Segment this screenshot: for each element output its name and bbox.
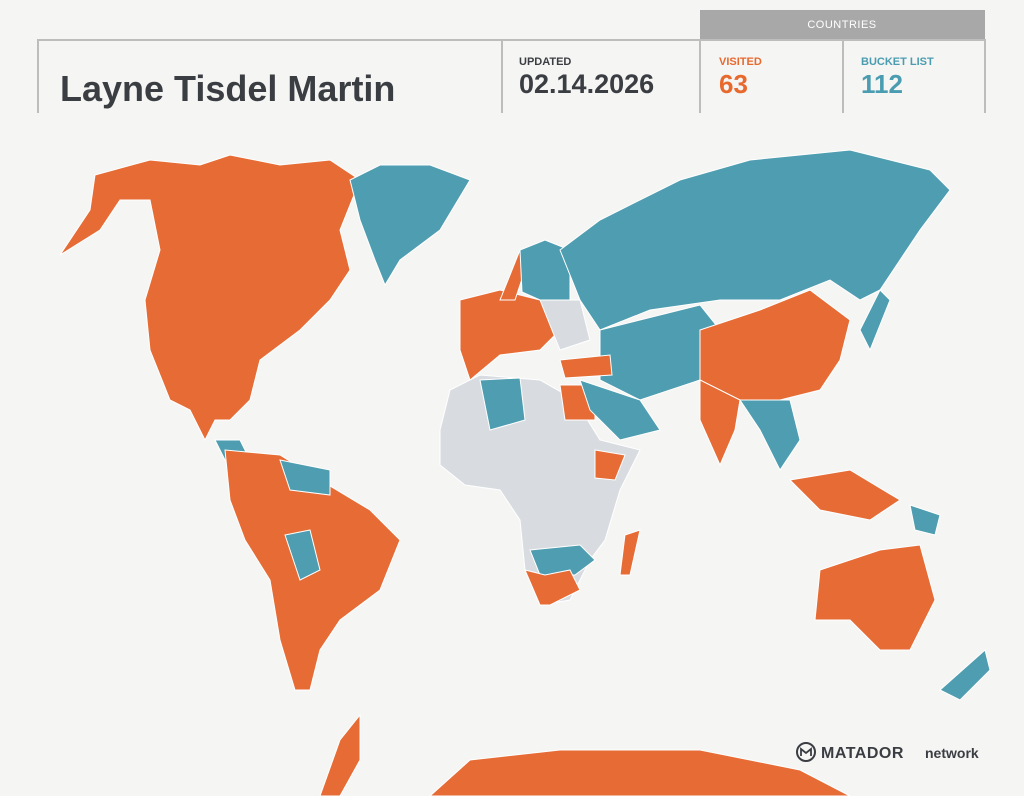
updated-label: UPDATED	[519, 56, 571, 68]
logo-brand: MATADOR	[821, 745, 904, 762]
logo-icon-mark	[800, 747, 812, 756]
north-america	[59, 154, 361, 442]
madagascar	[619, 529, 641, 576]
southern-africa	[529, 544, 596, 576]
traveler-name: Layne Tisdel Martin	[60, 68, 395, 109]
turkey	[559, 354, 613, 379]
new-zealand	[939, 649, 991, 701]
north-africa	[479, 377, 526, 431]
indonesia	[788, 469, 901, 521]
countries-title: COUNTRIES	[807, 19, 876, 31]
header-frame	[37, 39, 986, 113]
logo-suffix: network	[925, 745, 979, 761]
world-map	[59, 149, 991, 796]
papua-new-guinea	[909, 504, 941, 536]
southeast-asia	[739, 399, 801, 471]
countries-tab	[700, 10, 985, 40]
greenland	[349, 164, 471, 287]
visited-count: 63	[719, 69, 748, 99]
russia	[559, 149, 951, 331]
south-africa	[524, 569, 581, 606]
europe-east	[539, 299, 591, 351]
antarctic-peninsula	[319, 713, 361, 796]
ethiopia	[594, 449, 626, 481]
logo-icon	[796, 742, 816, 762]
guianas	[279, 459, 331, 496]
antarctica	[429, 749, 851, 796]
bolivia-paraguay	[284, 529, 321, 581]
visited-label: VISITED	[719, 56, 762, 68]
japan	[859, 289, 891, 352]
updated-date: 02.14.2026	[519, 69, 654, 99]
india	[699, 379, 741, 467]
australia	[814, 544, 936, 651]
bucket-label: BUCKET LIST	[861, 56, 934, 68]
bucket-count: 112	[861, 69, 903, 99]
middle-east	[579, 379, 661, 441]
